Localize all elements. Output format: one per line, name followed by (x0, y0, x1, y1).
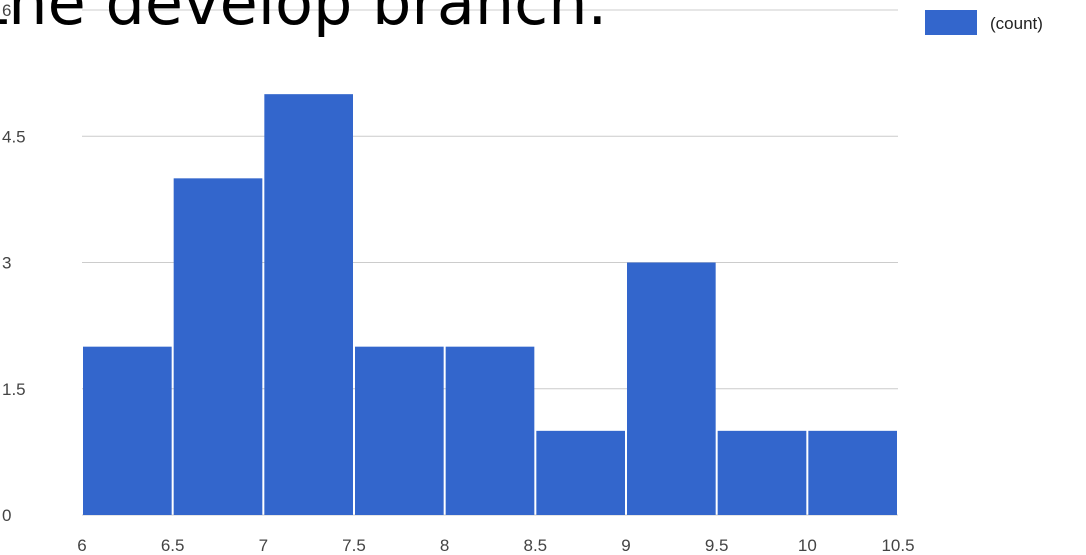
y-tick-label: 0 (2, 506, 11, 525)
x-tick-label: 8.5 (524, 536, 548, 555)
y-tick-label: 6 (2, 1, 11, 20)
x-tick-label: 10.5 (881, 536, 914, 555)
histogram-bar (355, 346, 444, 515)
x-tick-label: 6 (77, 536, 86, 555)
legend-label: (count) (990, 14, 1043, 33)
histogram-bar (173, 178, 263, 516)
x-tick-label: 9.5 (705, 536, 729, 555)
slide-title: the develop branch. (0, 0, 608, 39)
x-tick-label: 9 (621, 536, 630, 555)
legend: (count) (925, 10, 1043, 35)
x-tick-label: 8 (440, 536, 449, 555)
x-tick-label: 7.5 (342, 536, 366, 555)
x-tick-label: 7 (259, 536, 268, 555)
y-tick-label: 1.5 (2, 380, 26, 399)
bars (83, 94, 897, 516)
x-tick-label: 6.5 (161, 536, 185, 555)
histogram-bar (83, 346, 172, 515)
x-axis-ticks: 6 6.5 7 7.5 8 8.5 9 9.5 10 10.5 (77, 536, 914, 555)
histogram-bar (717, 430, 807, 515)
y-tick-label: 4.5 (2, 127, 26, 146)
histogram-bar (627, 262, 716, 515)
histogram-bar (808, 430, 897, 515)
legend-swatch (925, 10, 977, 35)
histogram-bar (536, 430, 625, 515)
x-tick-label: 10 (798, 536, 817, 555)
histogram-bar (264, 94, 353, 516)
y-tick-label: 3 (2, 254, 11, 273)
histogram-bar (445, 346, 535, 515)
y-axis-ticks: 0 1.5 3 4.5 6 (2, 1, 26, 525)
